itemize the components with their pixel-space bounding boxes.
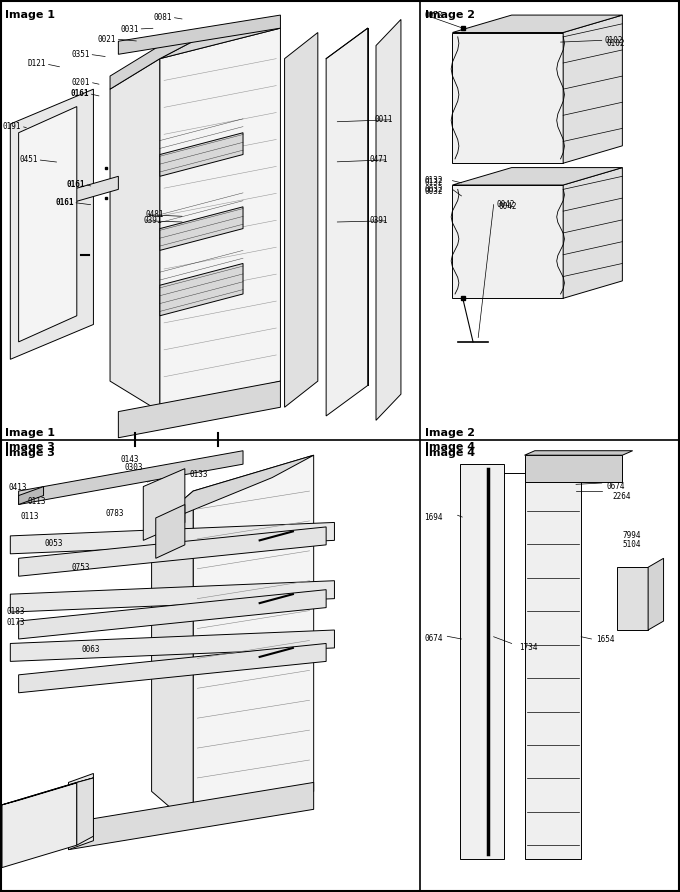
Polygon shape [110,59,160,411]
Polygon shape [160,133,243,177]
Polygon shape [18,106,77,342]
Text: Image 1: Image 1 [5,428,55,438]
Text: D121: D121 [28,60,46,69]
Text: 0081: 0081 [154,12,172,21]
Text: 0143: 0143 [120,455,139,464]
Text: 0161: 0161 [55,198,73,207]
Text: 0072: 0072 [424,12,443,21]
Polygon shape [524,455,622,482]
Text: 0042: 0042 [496,200,515,209]
Polygon shape [648,558,664,630]
Polygon shape [452,185,563,298]
Text: Image 3: Image 3 [5,448,55,458]
Text: 0413: 0413 [8,483,27,492]
Text: 0113: 0113 [20,512,39,521]
Text: 0032: 0032 [424,187,443,196]
Polygon shape [160,263,243,316]
Text: 1734: 1734 [520,642,538,651]
Polygon shape [376,20,401,420]
Text: 0303: 0303 [124,463,143,472]
Text: 0391: 0391 [370,216,388,226]
Polygon shape [452,32,563,163]
Polygon shape [452,15,622,32]
Polygon shape [460,464,504,859]
Text: Image 3: Image 3 [5,442,55,451]
Text: 0053: 0053 [44,540,63,549]
Polygon shape [193,455,313,827]
Text: 0132: 0132 [424,178,443,187]
Polygon shape [18,527,326,576]
Text: 1694: 1694 [424,513,443,522]
Polygon shape [152,455,313,527]
Polygon shape [18,486,44,505]
Text: 0183: 0183 [7,607,25,615]
Text: 0783: 0783 [105,509,124,518]
Text: Image 1: Image 1 [5,10,55,20]
Text: 0674: 0674 [424,634,443,643]
Text: 0161: 0161 [71,89,89,98]
Polygon shape [524,450,632,455]
Polygon shape [152,491,193,827]
Polygon shape [77,778,93,846]
Polygon shape [524,464,581,859]
Text: 5104: 5104 [622,541,641,549]
Text: 0351: 0351 [71,50,90,59]
Polygon shape [143,468,185,541]
Polygon shape [10,581,335,612]
Text: 0391: 0391 [143,216,162,226]
Polygon shape [326,29,368,416]
Polygon shape [2,782,77,868]
Polygon shape [18,590,326,639]
Text: Image 2: Image 2 [424,428,475,438]
Text: 0011: 0011 [374,115,392,124]
Polygon shape [160,29,280,59]
Text: 0132: 0132 [424,176,443,186]
Text: 0032: 0032 [424,185,443,194]
Text: 0161: 0161 [67,179,85,188]
Text: 7994: 7994 [622,532,641,541]
Polygon shape [118,381,280,438]
Text: 0451: 0451 [20,155,38,164]
Polygon shape [156,505,185,558]
Text: 0173: 0173 [7,618,25,627]
Text: 0753: 0753 [72,563,90,572]
Polygon shape [563,15,622,163]
Text: 0674: 0674 [607,482,626,491]
Text: 0063: 0063 [82,645,100,654]
Text: 0191: 0191 [3,121,21,131]
Text: Image 2: Image 2 [424,10,475,20]
Polygon shape [285,32,318,408]
Text: 0471: 0471 [370,155,388,164]
Polygon shape [2,778,93,805]
Polygon shape [160,29,280,411]
Polygon shape [118,15,280,54]
Polygon shape [18,450,243,505]
Text: 0021: 0021 [97,35,116,44]
Text: 2264: 2264 [612,492,630,501]
Polygon shape [18,643,326,693]
Polygon shape [110,32,209,89]
Text: 0031: 0031 [120,24,139,34]
Text: Image 4: Image 4 [424,442,475,451]
Text: 1654: 1654 [596,635,615,644]
Polygon shape [160,207,243,251]
Polygon shape [10,89,93,359]
Polygon shape [69,773,93,850]
Polygon shape [563,168,622,298]
Text: Image 4: Image 4 [424,448,475,458]
Polygon shape [10,523,335,554]
Polygon shape [10,630,335,661]
Text: 0102: 0102 [607,39,626,48]
Polygon shape [27,177,118,216]
Polygon shape [617,567,648,630]
Text: 0042: 0042 [499,202,517,211]
Polygon shape [452,168,622,185]
Text: 0133: 0133 [189,469,207,478]
Text: 0113: 0113 [28,498,46,507]
Polygon shape [69,782,313,850]
Text: 0201: 0201 [72,78,90,87]
Text: 0102: 0102 [605,36,623,45]
Text: 0481: 0481 [146,211,164,219]
